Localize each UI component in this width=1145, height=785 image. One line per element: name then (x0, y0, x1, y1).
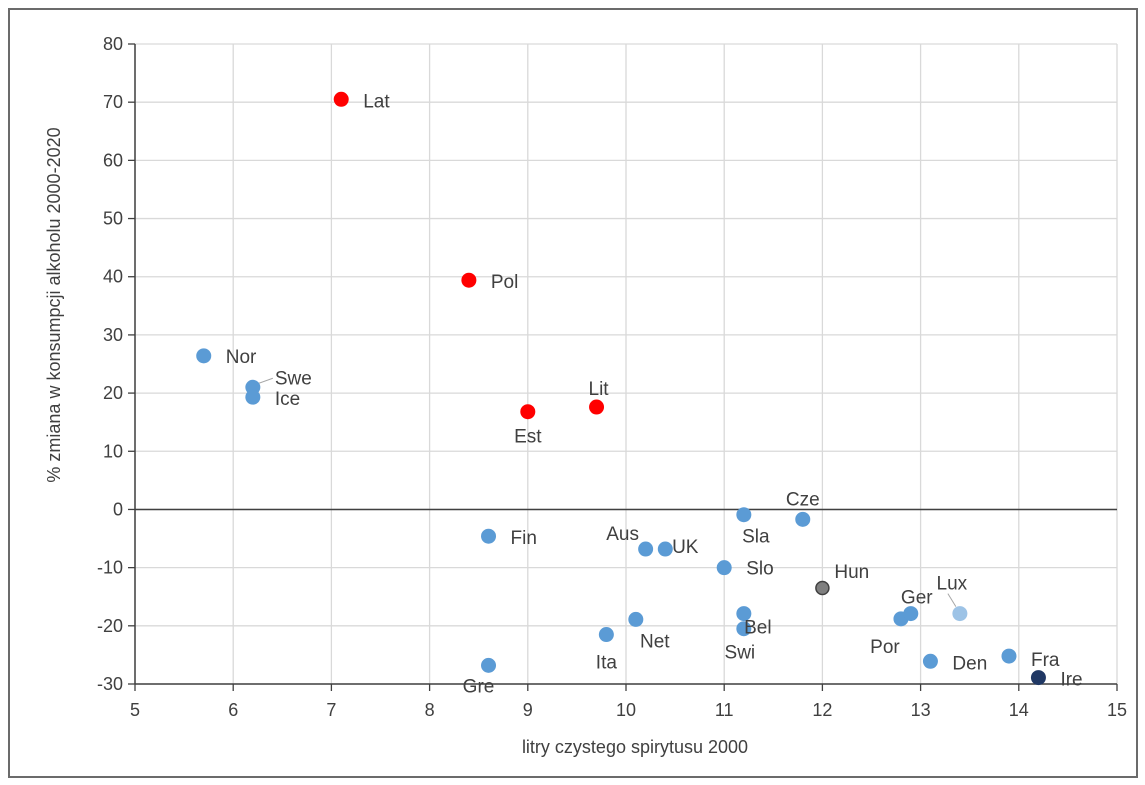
point-hun (815, 580, 830, 596)
point-lit (589, 399, 605, 415)
label-bel: Bel (744, 618, 771, 639)
y-tick-label: 10 (103, 441, 123, 461)
label-swe: Swe (275, 368, 312, 389)
x-tick-label: 9 (523, 700, 533, 720)
x-tick-label: 5 (130, 700, 140, 720)
label-lat: Lat (363, 91, 390, 112)
point-den (922, 653, 938, 669)
label-ita: Ita (596, 653, 618, 674)
x-tick-label: 15 (1107, 700, 1127, 720)
label-pol: Pol (491, 272, 518, 293)
label-den: Den (952, 653, 987, 674)
data-points (196, 91, 1046, 686)
y-tick-label: 30 (103, 325, 123, 345)
y-tick-label: -30 (97, 674, 123, 694)
y-tick-label: 70 (103, 92, 123, 112)
label-lux: Lux (937, 574, 968, 595)
x-tick-label: 10 (616, 700, 636, 720)
point-ice (245, 389, 261, 405)
point-slo (716, 560, 732, 576)
point-ire (1030, 670, 1046, 686)
x-tick-label: 8 (425, 700, 435, 720)
y-tick-label: 20 (103, 383, 123, 403)
scatter-plot: 5 6 7 8 9 10 11 12 13 14 15 -30 -20 -10 0 10 20 30 40 50 60… (44, 34, 1127, 757)
x-tick-label: 14 (1009, 700, 1029, 720)
point-sla (736, 507, 752, 523)
y-tick-label: -10 (97, 558, 123, 578)
label-fra: Fra (1031, 650, 1060, 671)
label-nor: Nor (226, 347, 257, 368)
label-ger: Ger (901, 588, 933, 609)
point-swi (736, 621, 752, 637)
label-cze: Cze (786, 489, 820, 510)
label-fin: Fin (511, 528, 537, 549)
x-tick-label: 6 (228, 700, 238, 720)
label-ire: Ire (1060, 670, 1082, 691)
y-tick-labels: -30 -20 -10 0 10 20 30 40 50 60 70 80 (97, 34, 123, 694)
point-ita (598, 627, 614, 643)
point-ger (903, 606, 919, 622)
lux-leader-line (947, 593, 957, 607)
point-pol (461, 272, 477, 288)
label-hun: Hun (834, 562, 869, 583)
label-gre: Gre (463, 676, 495, 697)
label-swi: Swi (725, 643, 756, 664)
label-slo: Slo (746, 559, 773, 580)
label-net: Net (640, 631, 670, 652)
x-tick-label: 12 (812, 700, 832, 720)
label-ice: Ice (275, 389, 300, 410)
gridlines (134, 43, 1118, 685)
label-uk: UK (672, 537, 699, 558)
label-lit: Lit (589, 379, 610, 400)
x-axis-title: litry czystego spirytusu 2000 (522, 737, 748, 757)
axes (128, 43, 1118, 691)
label-por: Por (870, 637, 900, 658)
chart-frame: 5 6 7 8 9 10 11 12 13 14 15 -30 -20 -10 0 10 20 30 40 50 60… (8, 8, 1138, 778)
y-tick-label: 50 (103, 209, 123, 229)
point-cze (795, 511, 811, 527)
y-axis-title: % zmiana w konsumpcji alkoholu 2000-2020 (44, 127, 64, 482)
point-lat (333, 91, 349, 107)
point-gre (481, 657, 497, 673)
point-aus (638, 541, 654, 557)
point-fin (481, 528, 497, 544)
y-tick-label: -20 (97, 616, 123, 636)
point-fra (1001, 648, 1017, 664)
x-tick-label: 13 (911, 700, 931, 720)
point-uk (657, 541, 673, 557)
x-tick-label: 11 (715, 700, 734, 720)
point-bel (736, 606, 752, 622)
y-tick-label: 60 (103, 150, 123, 170)
swe-leader-line (258, 377, 274, 384)
label-est: Est (514, 427, 542, 448)
x-tick-labels: 5 6 7 8 9 10 11 12 13 14 15 (130, 700, 1127, 720)
label-sla: Sla (742, 527, 770, 548)
point-est (520, 404, 536, 420)
point-nor (196, 348, 212, 364)
y-tick-label: 0 (113, 499, 123, 519)
label-aus: Aus (606, 524, 639, 545)
x-tick-label: 7 (326, 700, 336, 720)
y-tick-label: 80 (103, 34, 123, 54)
y-tick-label: 40 (103, 267, 123, 287)
label-leader-lines (258, 377, 957, 607)
point-net (628, 611, 644, 627)
point-lux (952, 606, 968, 622)
